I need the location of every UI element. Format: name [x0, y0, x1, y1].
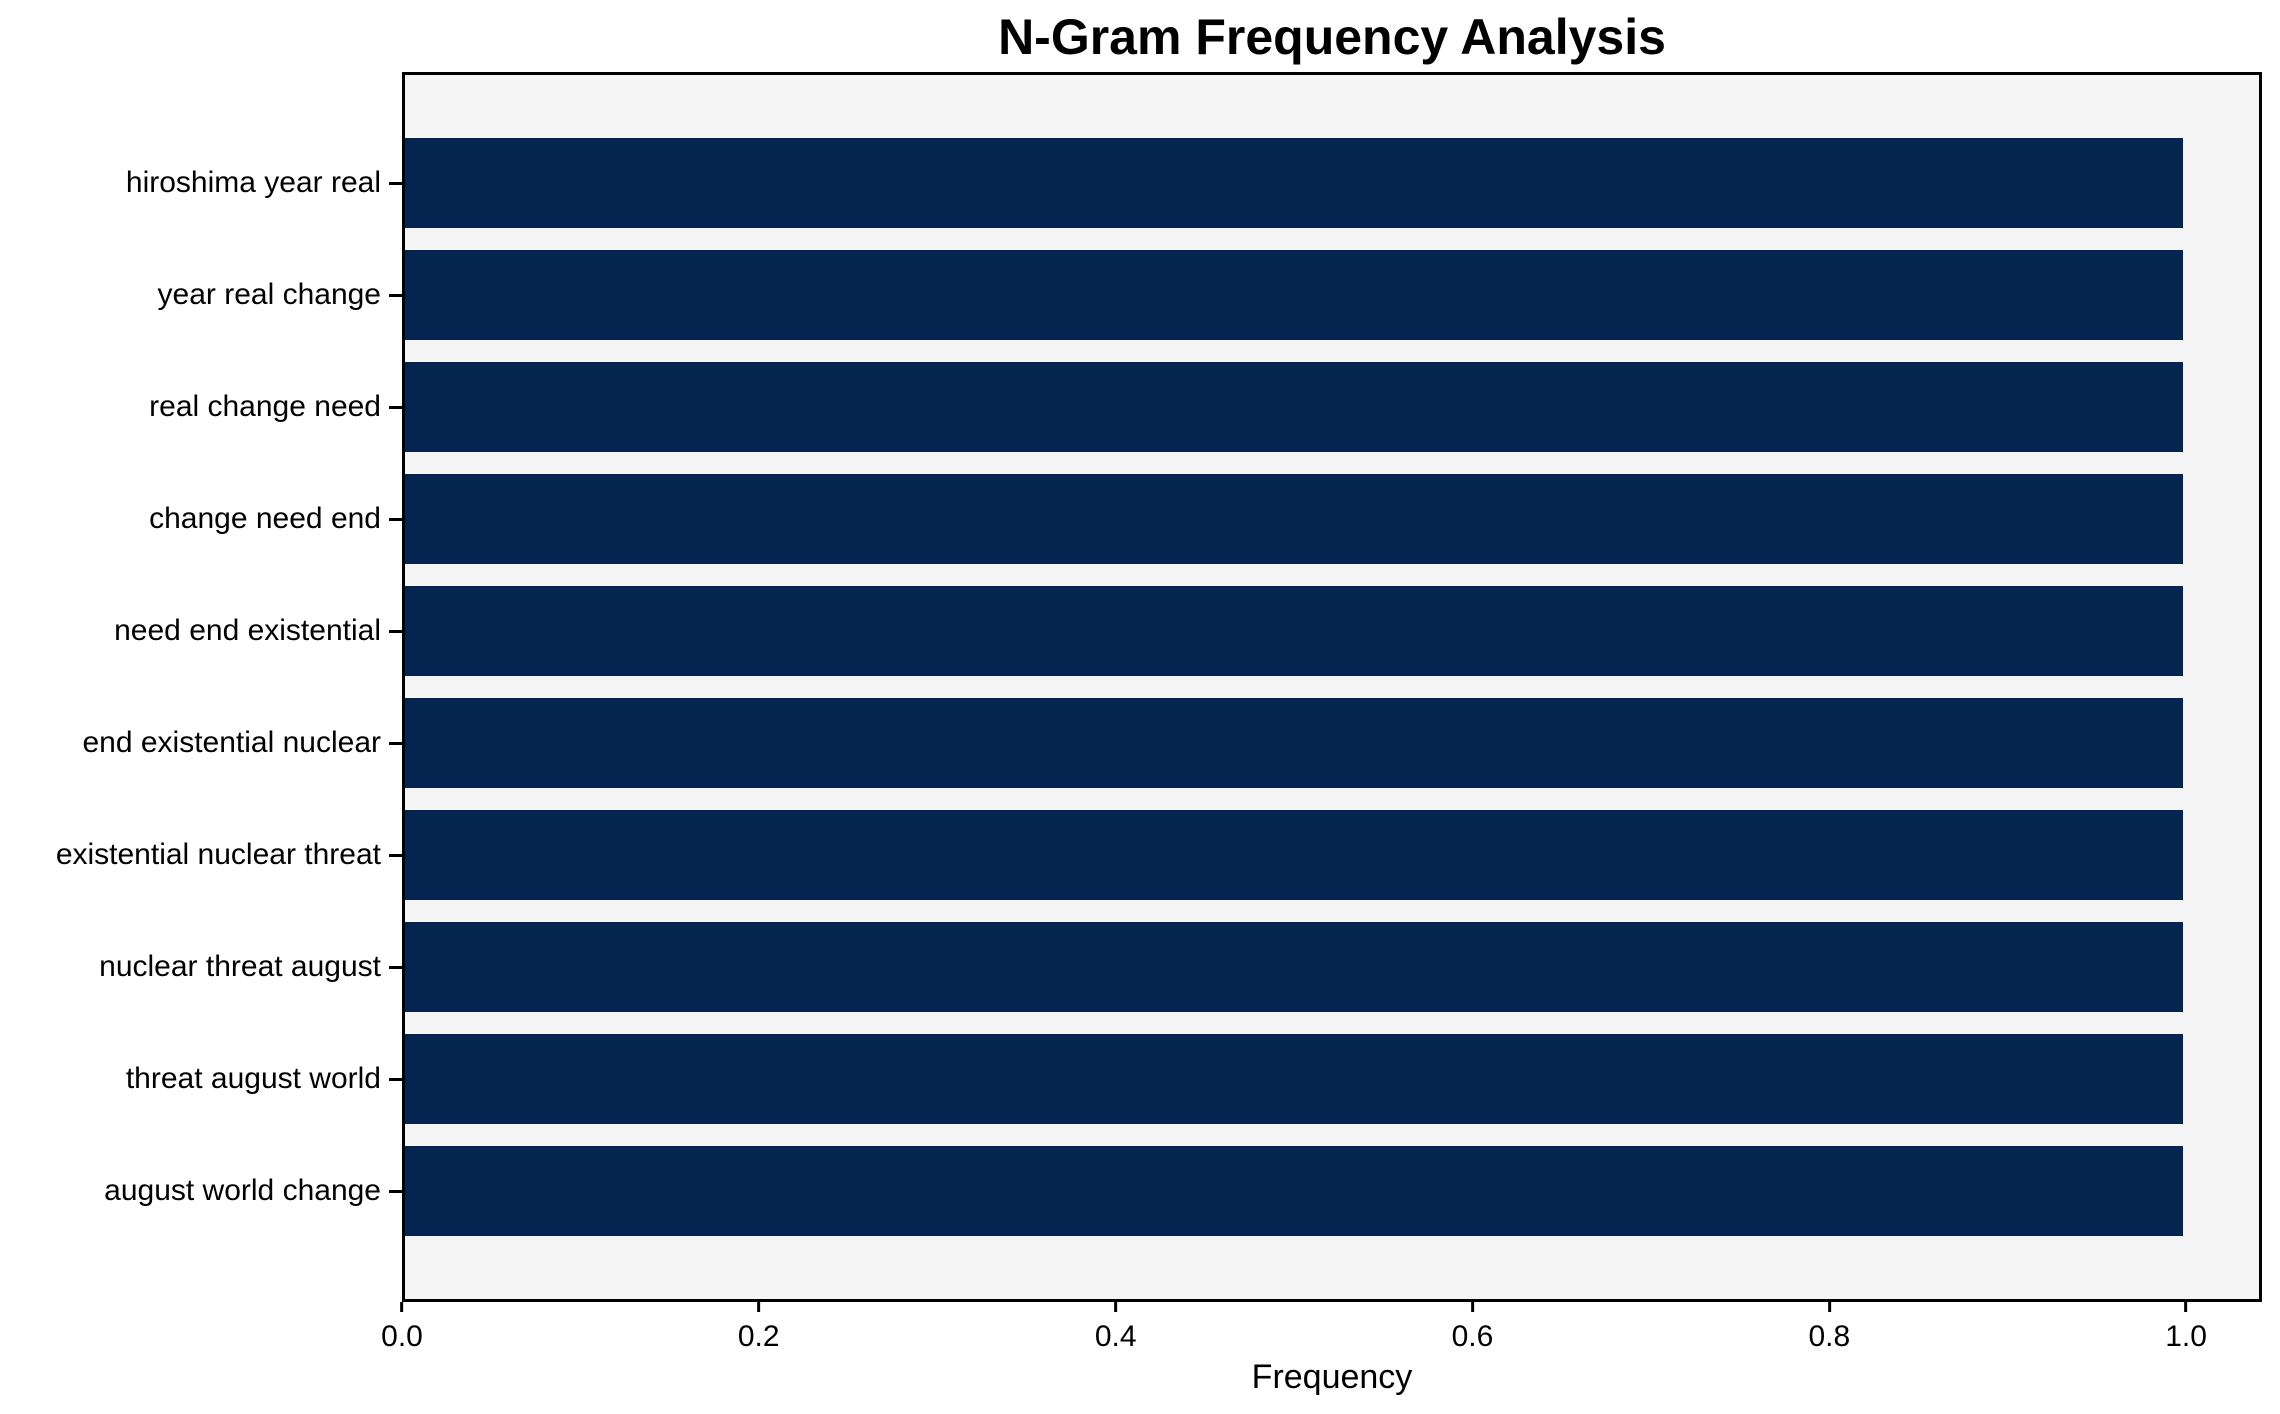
- y-tick-mark: [389, 741, 402, 745]
- y-tick-label: august world change: [104, 1174, 381, 1207]
- x-tick-label: 0.0: [381, 1320, 423, 1353]
- y-tick-mark: [389, 853, 402, 857]
- plot-area: [402, 72, 2262, 1302]
- y-tick-row: threat august world: [0, 1023, 402, 1135]
- x-tick-label: 0.8: [1808, 1320, 1851, 1353]
- bar-row: [405, 799, 2259, 911]
- y-tick-row: end existential nuclear: [0, 687, 402, 799]
- bar: [405, 1034, 2184, 1124]
- y-tick-row: need end existential: [0, 575, 402, 687]
- y-tick-label: existential nuclear threat: [55, 838, 381, 871]
- y-tick-label: year real change: [157, 278, 381, 311]
- y-tick-label: change need end: [149, 502, 381, 535]
- y-tick-label: nuclear threat august: [99, 950, 381, 983]
- y-tick-mark: [389, 181, 402, 185]
- bar: [405, 250, 2184, 340]
- bar-row: [405, 687, 2259, 799]
- bar: [405, 1146, 2184, 1236]
- y-tick-row: august world change: [0, 1135, 402, 1247]
- x-tick-label: 1.0: [2165, 1320, 2207, 1353]
- bar-row: [405, 575, 2259, 687]
- bar: [405, 474, 2184, 564]
- x-tick-label: 0.4: [1094, 1320, 1137, 1353]
- x-axis: 0.0 0.2 0.4 0.6 0.8 1.0: [381, 1302, 2262, 1358]
- y-tick-label: end existential nuclear: [82, 726, 381, 759]
- y-tick-label: hiroshima year real: [125, 166, 381, 199]
- bar: [405, 586, 2184, 676]
- y-tick-label: threat august world: [125, 1062, 381, 1095]
- bar-row: [405, 127, 2259, 239]
- y-tick-row: change need end: [0, 463, 402, 575]
- y-axis: hiroshima year real year real change real …: [0, 75, 402, 1299]
- x-tick-label: 0.2: [737, 1320, 780, 1353]
- y-tick-mark: [389, 629, 402, 633]
- chart-title: N-Gram Frequency Analysis: [998, 9, 1666, 65]
- x-axis-label: Frequency: [1251, 1358, 1413, 1396]
- bar: [405, 362, 2184, 452]
- y-tick-row: year real change: [0, 239, 402, 351]
- bar-row: [405, 1135, 2259, 1247]
- bar-row: [405, 911, 2259, 1023]
- x-tick: 0.8: [1808, 1302, 1851, 1354]
- y-tick-row: existential nuclear threat: [0, 799, 402, 911]
- x-tick: 0.0: [381, 1302, 423, 1354]
- bar: [405, 138, 2184, 228]
- y-tick-label: real change need: [149, 390, 381, 423]
- y-tick-row: nuclear threat august: [0, 911, 402, 1023]
- bar: [405, 698, 2184, 788]
- x-tick: 0.4: [1095, 1302, 1137, 1354]
- x-tick-mark: [1470, 1302, 1474, 1312]
- x-tick-label: 0.6: [1451, 1320, 1494, 1353]
- x-tick-mark: [757, 1302, 761, 1312]
- bar-row: [405, 1023, 2259, 1135]
- x-tick-mark: [1827, 1302, 1831, 1312]
- y-tick-row: real change need: [0, 351, 402, 463]
- bar-row: [405, 351, 2259, 463]
- y-tick-mark: [389, 293, 402, 297]
- x-tick: 0.2: [738, 1302, 780, 1354]
- x-tick: 1.0: [2165, 1302, 2207, 1354]
- y-tick-label: need end existential: [114, 614, 381, 647]
- y-tick-row: hiroshima year real: [0, 127, 402, 239]
- x-tick-mark: [2184, 1302, 2188, 1312]
- bar-row: [405, 239, 2259, 351]
- bar-row: [405, 463, 2259, 575]
- y-tick-mark: [389, 1189, 402, 1193]
- y-tick-mark: [389, 405, 402, 409]
- x-tick-mark: [400, 1302, 404, 1312]
- y-tick-mark: [389, 1077, 402, 1081]
- bar: [405, 922, 2184, 1012]
- x-tick-mark: [1114, 1302, 1118, 1312]
- bar-series: [405, 75, 2259, 1299]
- x-tick: 0.6: [1451, 1302, 1494, 1354]
- y-tick-mark: [389, 517, 402, 521]
- bar: [405, 810, 2184, 900]
- y-tick-mark: [389, 965, 402, 969]
